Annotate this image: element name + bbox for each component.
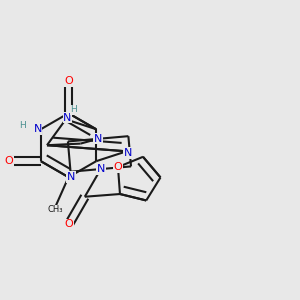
Text: H: H — [70, 105, 77, 114]
Text: O: O — [114, 162, 122, 172]
Text: N: N — [97, 164, 105, 174]
Text: H: H — [19, 121, 26, 130]
Text: CH₃: CH₃ — [48, 205, 64, 214]
Text: N: N — [33, 124, 42, 134]
Text: O: O — [64, 219, 73, 230]
Text: O: O — [4, 156, 13, 166]
Text: N: N — [67, 172, 75, 182]
Text: N: N — [94, 134, 102, 144]
Text: N: N — [63, 113, 72, 123]
Text: N: N — [124, 148, 132, 158]
Text: O: O — [64, 76, 73, 86]
